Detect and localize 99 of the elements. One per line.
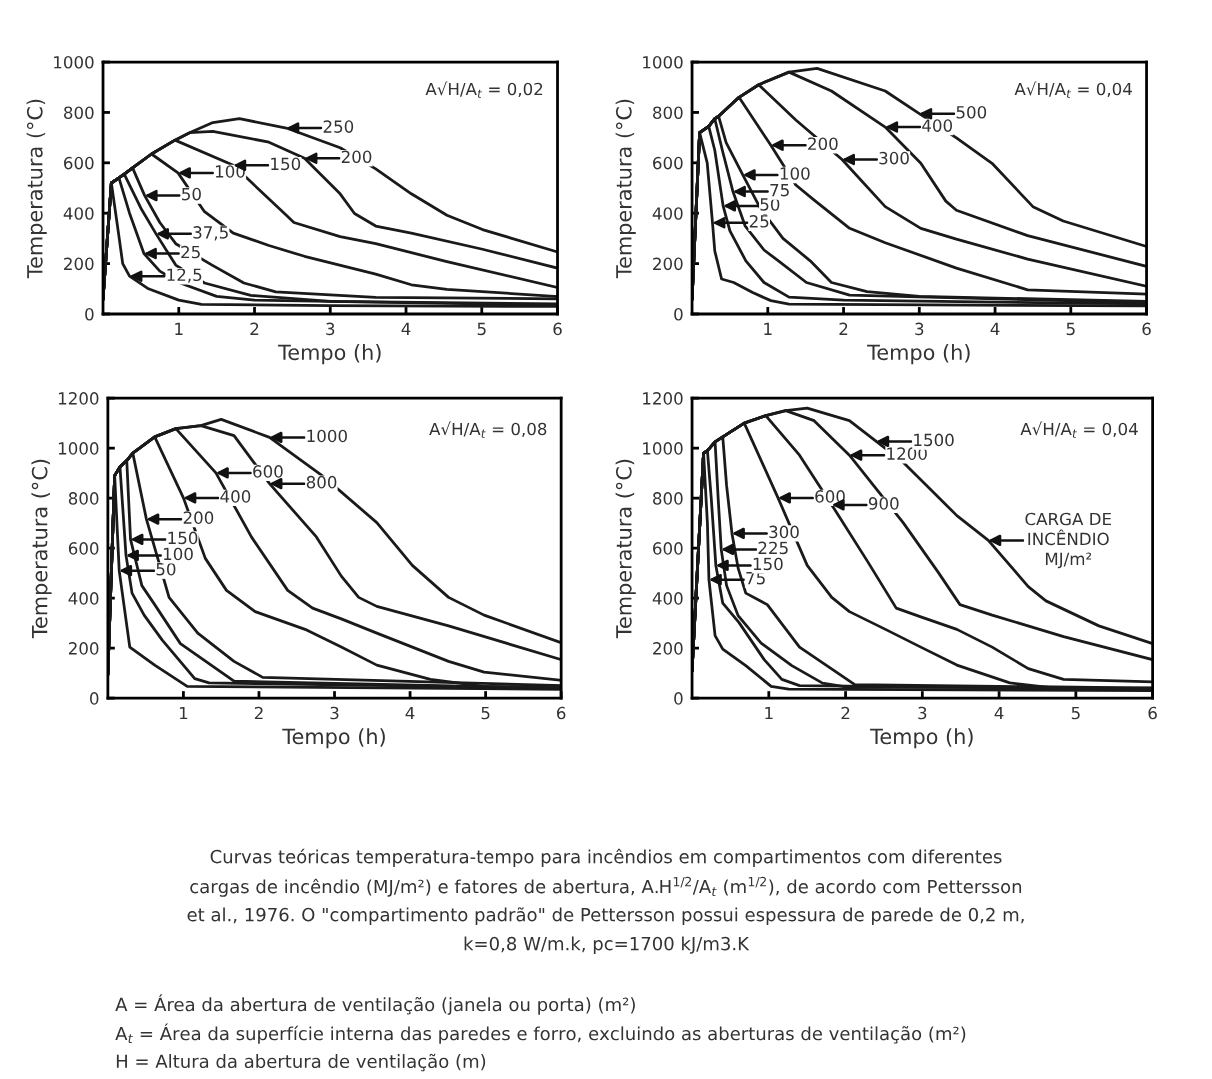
annotation: CARGA DE INCÊNDIO MJ/m²	[1025, 512, 1111, 569]
y-tick-label: 0	[85, 307, 94, 321]
annotation: 300	[769, 525, 799, 539]
annotation: 150	[271, 157, 301, 171]
annotation: 300	[879, 151, 909, 165]
y-tick-label: 1000	[643, 56, 683, 69]
x-tick-label: 3	[326, 322, 335, 336]
text: A$_{t}$ = Área da superfície interna das paredes e forro, excluindo as aberturas de ventilação (m²)	[115, 1023, 966, 1044]
annotation: A√H/A$_{t}$ = 0,04	[1020, 421, 1138, 438]
y-tick-label: 0	[674, 692, 683, 705]
annotation: 1500	[914, 433, 954, 447]
y-tick-label: 800	[653, 492, 683, 505]
y-tick-label: 600	[653, 156, 683, 170]
annotation: 600	[815, 490, 845, 503]
annotation: 800	[306, 475, 337, 489]
y-tick-label: 1200	[643, 392, 683, 405]
y-tick-label: 1000	[643, 442, 683, 455]
x-tick-label: 6	[557, 706, 566, 720]
annotation: 600	[253, 465, 283, 478]
x-tick-label: 4	[405, 706, 415, 720]
annotation: 500	[956, 105, 987, 119]
x-axis-title: Tempo (h)	[867, 344, 970, 365]
text: cargas de incêndio (MJ/m²) e fatores de abertura, A.H$^{1/2}$/A$_{t}$ (m$^{1/2}$), de acordo com Pettersson	[190, 876, 1022, 897]
x-tick-label: 2	[841, 706, 850, 720]
y-tick-label: 600	[653, 542, 683, 555]
x-tick-label: 6	[1148, 706, 1157, 720]
y-tick-label: 800	[64, 106, 94, 119]
y-axis-title: Temperatura (°C)	[615, 459, 636, 639]
annotation: 50	[182, 187, 201, 201]
annotation: 400	[220, 490, 251, 503]
x-tick-label: 3	[915, 322, 924, 336]
annotation: A√H/A$_{t}$ = 0,04	[1014, 81, 1132, 98]
y-tick-label: 0	[90, 692, 99, 705]
annotation: 250	[323, 120, 354, 133]
annotation: 75	[770, 183, 789, 197]
text: A = Área da abertura de ventilação (janela ou porta) (m²)	[115, 994, 635, 1015]
annotation: A√H/A$_{t}$ = 0,02	[425, 81, 543, 98]
x-tick-label: 3	[330, 706, 339, 720]
x-tick-label: 1	[764, 322, 772, 335]
x-tick-label: 6	[553, 322, 562, 336]
annotation: 150	[168, 531, 198, 545]
text: k=0,8 W/m.k, pc=1700 kJ/m3.K	[464, 936, 750, 954]
text: Curvas teóricas temperatura-tempo para incêndios em compartimentos com diferentes	[210, 848, 1002, 867]
y-tick-label: 600	[64, 156, 94, 170]
x-tick-label: 1	[765, 706, 773, 720]
annotation: A√H/A$_{t}$ = 0,08	[429, 421, 547, 438]
x-tick-label: 5	[477, 322, 486, 336]
annotation: 200	[808, 137, 838, 151]
y-axis-title: Temperatura (°C)	[26, 99, 47, 279]
x-tick-label: 2	[254, 706, 263, 720]
x-tick-label: 5	[481, 706, 490, 720]
y-tick-label: 200	[64, 257, 94, 271]
y-tick-label: 200	[653, 642, 683, 655]
x-tick-label: 4	[401, 322, 411, 335]
annotation: 25	[181, 245, 200, 259]
text: H = Altura da abertura de ventilação (m)	[116, 1053, 486, 1072]
annotation: 100	[780, 167, 810, 180]
y-axis-title: Temperatura (°C)	[31, 459, 52, 639]
annotation: 400	[922, 119, 953, 132]
y-tick-label: 1000	[58, 442, 99, 455]
annotation: 1000	[307, 429, 347, 443]
x-tick-label: 5	[1066, 322, 1075, 336]
x-tick-label: 2	[839, 322, 848, 335]
x-axis-title: Tempo (h)	[278, 344, 381, 365]
x-tick-label: 4	[990, 322, 1000, 335]
annotation: 900	[868, 497, 899, 510]
annotation: 150	[753, 557, 783, 571]
x-axis-title: Tempo (h)	[870, 728, 973, 749]
x-tick-label: 1	[175, 322, 183, 335]
y-axis-title: Temperatura (°C)	[615, 99, 636, 279]
annotation: 200	[341, 150, 372, 164]
y-tick-label: 600	[68, 542, 99, 555]
x-tick-label: 4	[994, 706, 1004, 720]
annotation: 50	[156, 562, 176, 576]
y-tick-label: 800	[653, 106, 683, 119]
annotation: 100	[163, 547, 193, 561]
y-tick-label: 200	[653, 257, 683, 271]
y-tick-label: 1200	[58, 392, 99, 405]
annotation: 50	[760, 198, 780, 211]
text: et al., 1976. O "compartimento padrão" de Pettersson possui espessura de parede de 0,2 m,	[187, 907, 1024, 925]
annotation: 225	[758, 541, 788, 555]
y-tick-label: 0	[674, 307, 683, 321]
y-tick-label: 800	[68, 492, 99, 505]
x-tick-label: 3	[918, 706, 927, 720]
annotation: 37,5	[193, 226, 228, 241]
annotation: 25	[749, 215, 769, 228]
x-tick-label: 2	[250, 322, 259, 335]
y-tick-label: 400	[652, 592, 683, 605]
x-tick-label: 5	[1071, 706, 1080, 720]
x-tick-label: 6	[1142, 322, 1151, 336]
y-tick-label: 400	[63, 207, 94, 220]
x-tick-label: 1	[179, 706, 188, 720]
annotation: 12,5	[167, 268, 202, 283]
annotation: 200	[183, 511, 214, 524]
y-tick-label: 1000	[54, 56, 94, 69]
y-tick-label: 200	[68, 642, 99, 655]
y-tick-label: 400	[652, 207, 683, 220]
y-tick-label: 400	[68, 592, 99, 605]
x-axis-title: Tempo (h)	[282, 728, 385, 749]
